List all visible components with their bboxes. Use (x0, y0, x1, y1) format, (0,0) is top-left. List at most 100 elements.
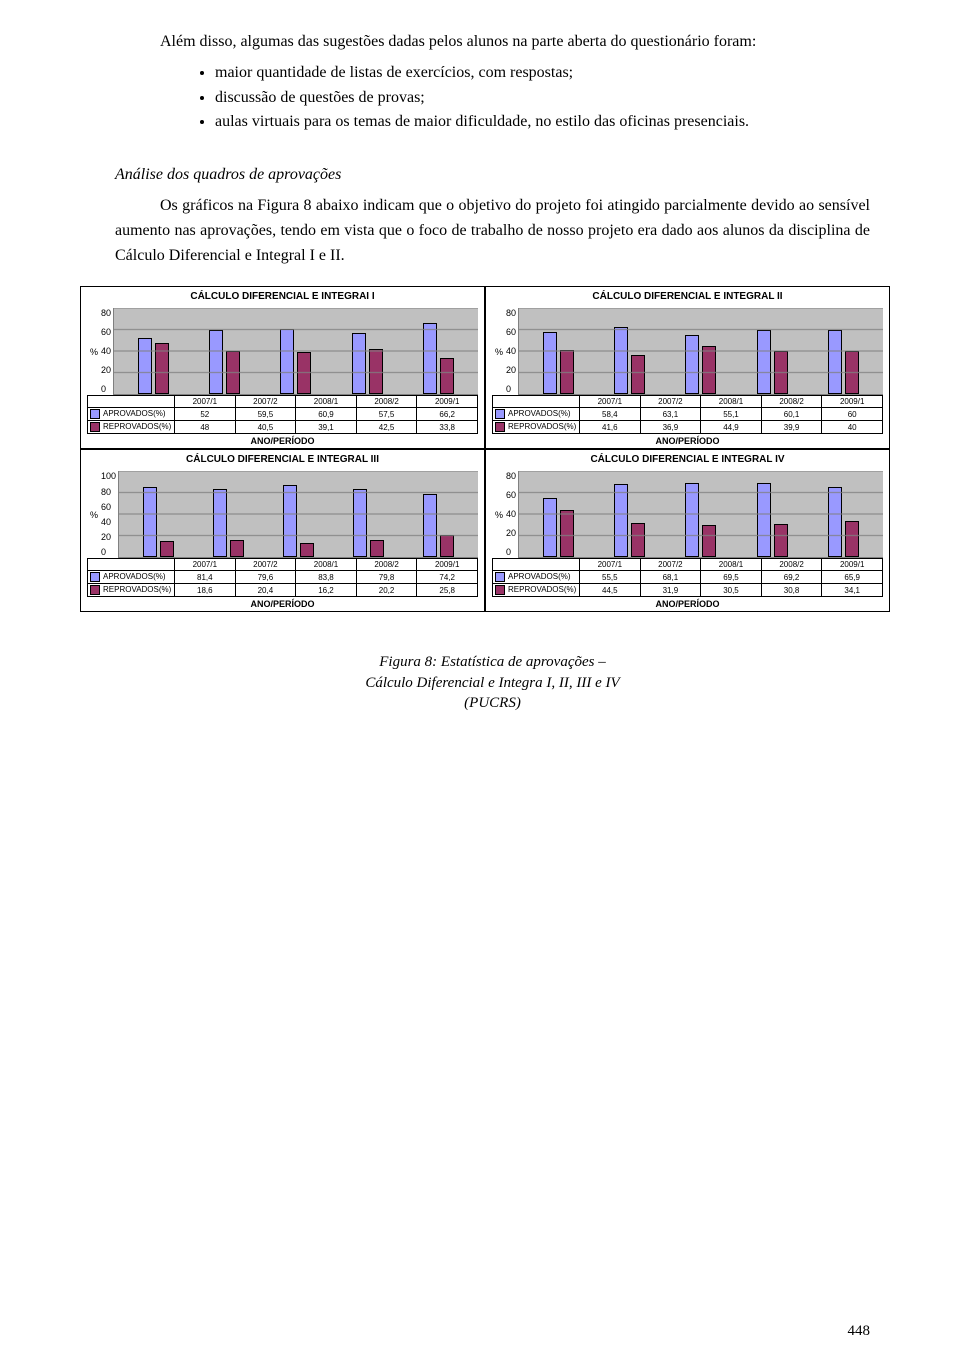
y-tick: 40 (506, 346, 516, 356)
bar-group (685, 308, 716, 394)
approved-swatch-icon (495, 409, 505, 419)
list-item: aulas virtuais para os temas de maior di… (215, 110, 870, 135)
table-cell: 25,8 (417, 584, 478, 597)
series-label: REPROVADOS(%) (493, 421, 580, 434)
bar-group (828, 308, 859, 394)
bar-failed (702, 346, 716, 394)
chart-data-table: 2007/12007/22008/12008/22009/1APROVADOS(… (87, 395, 478, 434)
y-ticks: 806040200 (101, 308, 113, 394)
table-row: APROVADOS(%)55,568,169,569,265,9 (493, 571, 883, 584)
series-label: APROVADOS(%) (88, 408, 175, 421)
table-row: REPROVADOS(%)4840,539,142,533,8 (88, 421, 478, 434)
y-tick: 20 (506, 528, 516, 538)
table-cell: 16,2 (296, 584, 357, 597)
table-header: 2008/1 (701, 396, 762, 408)
y-tick: 40 (101, 517, 116, 527)
bar-group (352, 308, 383, 394)
series-label: APROVADOS(%) (88, 571, 175, 584)
failed-swatch-icon (495, 422, 505, 432)
bar-approved (213, 489, 227, 557)
bar-approved (423, 323, 437, 394)
bar-failed (774, 351, 788, 394)
table-cell: 40,5 (235, 421, 296, 434)
y-tick: 40 (506, 509, 516, 519)
bar-approved (543, 332, 557, 395)
y-tick: 80 (506, 471, 516, 481)
bar-approved (283, 485, 297, 557)
chart-title: CÁLCULO DIFERENCIAL E INTEGRAL II (592, 291, 782, 302)
table-cell: 44,9 (701, 421, 762, 434)
bar-failed (631, 355, 645, 395)
approved-swatch-icon (90, 572, 100, 582)
table-cell: 60,1 (761, 408, 822, 421)
y-tick: 20 (101, 365, 111, 375)
bar-approved (757, 330, 771, 395)
table-header: 2009/1 (417, 559, 478, 571)
table-row: APROVADOS(%)81,479,683,879,874,2 (88, 571, 478, 584)
table-row: REPROVADOS(%)44,531,930,530,834,1 (493, 584, 883, 597)
table-cell: 60 (822, 408, 883, 421)
bar-group (423, 471, 454, 557)
y-tick: 100 (101, 471, 116, 481)
paragraph-intro: Além disso, algumas das sugestões dadas … (115, 30, 870, 55)
table-header: 2008/1 (296, 396, 357, 408)
y-tick: 60 (101, 502, 116, 512)
bar-group (828, 471, 859, 557)
bar-approved (352, 333, 366, 395)
table-cell: 58,4 (580, 408, 641, 421)
plot-area (113, 308, 478, 395)
table-header: 2007/1 (580, 396, 641, 408)
bar-group (614, 308, 645, 394)
page: Além disso, algumas das sugestões dadas … (0, 0, 960, 1364)
table-header: 2009/1 (822, 559, 883, 571)
table-header: 2008/2 (356, 559, 417, 571)
y-tick: 0 (506, 547, 516, 557)
bar-failed (845, 521, 859, 558)
bar-approved (209, 330, 223, 394)
table-header: 2007/2 (640, 559, 701, 571)
plot-area (118, 471, 478, 558)
table-header: 2008/2 (761, 396, 822, 408)
table-header: 2007/2 (235, 396, 296, 408)
bar-approved (423, 494, 437, 558)
table-header: 2007/2 (640, 396, 701, 408)
y-unit-label: % (492, 471, 506, 558)
x-axis-label: ANO/PERÍODO (655, 436, 719, 446)
table-header-blank (493, 396, 580, 408)
bar-approved (543, 498, 557, 558)
table-cell: 34,1 (822, 584, 883, 597)
chart-title: CÁLCULO DIFERENCIAL E INTEGRAI I (190, 291, 374, 302)
table-row: 2007/12007/22008/12008/22009/1 (88, 559, 478, 571)
bar-approved (757, 483, 771, 557)
bar-failed (631, 523, 645, 557)
table-row: 2007/12007/22008/12008/22009/1 (493, 559, 883, 571)
table-row: 2007/12007/22008/12008/22009/1 (493, 396, 883, 408)
table-cell: 30,5 (701, 584, 762, 597)
table-cell: 60,9 (296, 408, 357, 421)
table-header: 2007/2 (235, 559, 296, 571)
paragraph-analysis: Os gráficos na Figura 8 abaixo indicam q… (115, 194, 870, 268)
table-cell: 20,4 (235, 584, 296, 597)
chart-calc-4: CÁLCULO DIFERENCIAL E INTEGRAL IV%806040… (485, 449, 890, 612)
table-header-blank (493, 559, 580, 571)
table-row: 2007/12007/22008/12008/22009/1 (88, 396, 478, 408)
failed-swatch-icon (90, 585, 100, 595)
table-header: 2007/1 (175, 559, 236, 571)
table-cell: 57,5 (356, 408, 417, 421)
bar-group (209, 308, 240, 394)
plot-area (518, 308, 883, 395)
table-cell: 52 (175, 408, 236, 421)
table-cell: 63,1 (640, 408, 701, 421)
approved-swatch-icon (495, 572, 505, 582)
chart-calc-2: CÁLCULO DIFERENCIAL E INTEGRAL II%806040… (485, 286, 890, 449)
table-cell: 44,5 (580, 584, 641, 597)
figure-caption-line: Cálculo Diferencial e Integra I, II, III… (365, 675, 619, 691)
y-tick: 60 (506, 327, 516, 337)
bar-failed (560, 350, 574, 395)
approved-swatch-icon (90, 409, 100, 419)
chart-calc-3: CÁLCULO DIFERENCIAL E INTEGRAL III%10080… (80, 449, 485, 612)
chart-data-table: 2007/12007/22008/12008/22009/1APROVADOS(… (492, 395, 883, 434)
table-cell: 20,2 (356, 584, 417, 597)
bar-failed (774, 524, 788, 557)
table-cell: 68,1 (640, 571, 701, 584)
